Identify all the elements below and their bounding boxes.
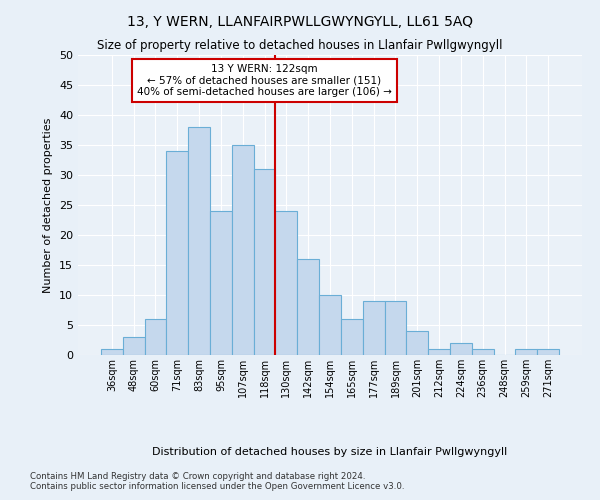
X-axis label: Distribution of detached houses by size in Llanfair Pwllgwyngyll: Distribution of detached houses by size … <box>152 447 508 457</box>
Bar <box>297 259 319 355</box>
Bar <box>101 349 123 355</box>
Bar <box>254 169 275 355</box>
Bar <box>363 301 385 355</box>
Bar <box>341 319 363 355</box>
Bar <box>537 349 559 355</box>
Bar <box>319 295 341 355</box>
Bar <box>188 127 210 355</box>
Y-axis label: Number of detached properties: Number of detached properties <box>43 118 53 292</box>
Bar <box>210 211 232 355</box>
Bar <box>515 349 537 355</box>
Bar <box>123 337 145 355</box>
Bar <box>275 211 297 355</box>
Bar <box>450 343 472 355</box>
Bar <box>428 349 450 355</box>
Text: Size of property relative to detached houses in Llanfair Pwllgwyngyll: Size of property relative to detached ho… <box>97 38 503 52</box>
Bar <box>232 145 254 355</box>
Bar <box>472 349 494 355</box>
Bar <box>166 151 188 355</box>
Bar <box>406 331 428 355</box>
Text: 13 Y WERN: 122sqm
← 57% of detached houses are smaller (151)
40% of semi-detache: 13 Y WERN: 122sqm ← 57% of detached hous… <box>137 64 392 97</box>
Bar <box>385 301 406 355</box>
Bar <box>145 319 166 355</box>
Text: 13, Y WERN, LLANFAIRPWLLGWYNGYLL, LL61 5AQ: 13, Y WERN, LLANFAIRPWLLGWYNGYLL, LL61 5… <box>127 15 473 29</box>
Text: Contains HM Land Registry data © Crown copyright and database right 2024.
Contai: Contains HM Land Registry data © Crown c… <box>30 472 404 491</box>
